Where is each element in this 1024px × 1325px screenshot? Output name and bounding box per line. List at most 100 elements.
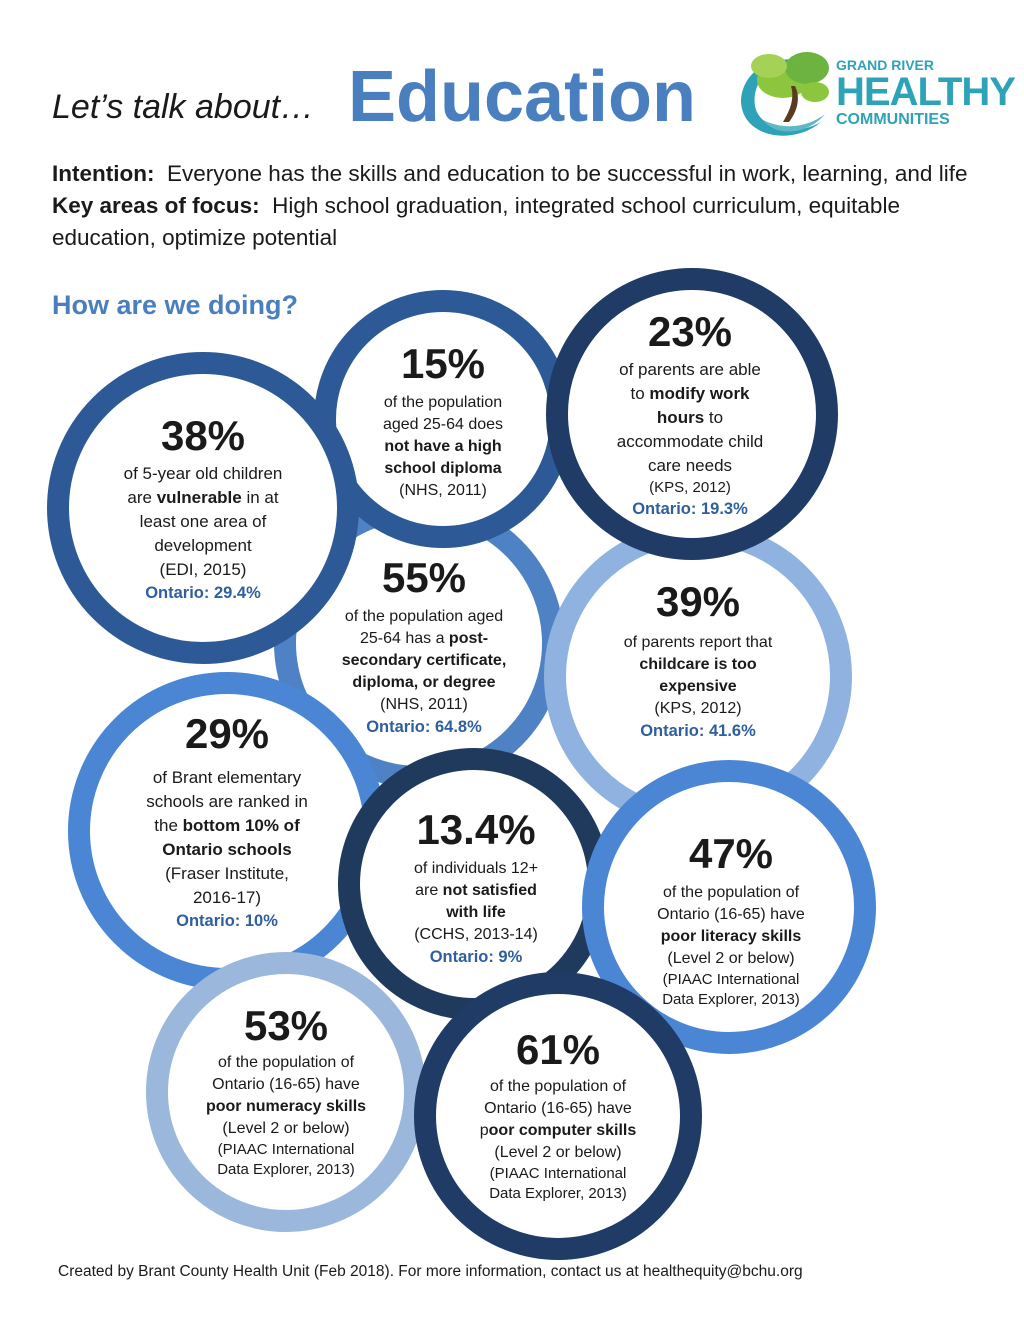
intention-line: Intention: Everyone has the skills and e… [52,158,982,190]
stat-desc-bold: oor computer skills [488,1122,637,1139]
stat-source: 2016-17) [192,888,262,907]
stat-desc-part: in at [241,488,279,507]
stat-desc-part: are [127,488,157,507]
stat-desc: schools are ranked in [146,792,308,811]
stat-source: Data Explorer, 2013) [662,991,800,1008]
stat-value: 23% [647,308,733,355]
intention-text: Everyone has the skills and education to… [167,161,968,186]
stat-desc: 25-64 has a post- [314,628,534,650]
stat-55: 55% of the population aged 25-64 has a p… [314,554,534,738]
stat-desc: are not satisfied [376,880,576,902]
stat-source: (KPS, 2012) [654,700,742,717]
stat-source: Data Explorer, 2013) [217,1161,355,1178]
stat-desc: (Level 2 or below) [494,1144,622,1161]
ontario-value: Ontario: 9% [429,948,523,966]
focus-text: High school graduation, integrated schoo… [52,193,900,250]
stat-desc-bold: not satisfied [442,882,537,899]
stat-61: 61% of the population of Ontario (16-65)… [448,1026,668,1204]
ontario-value: Ontario: 10% [176,912,278,930]
stat-source: (KPS, 2012) [649,479,731,496]
stat-desc: Ontario (16-65) have [484,1100,632,1117]
page-title: Education [348,57,697,137]
stat-value: 39% [655,578,741,625]
stat-value: 13.4% [416,806,536,853]
stat-23: 23% of parents are able to modify work h… [590,308,790,520]
ontario-value: Ontario: 41.6% [640,722,756,740]
stat-desc-part: 25-64 has a [359,630,449,647]
stat-source: (EDI, 2015) [159,560,247,579]
stat-source: (PIAAC International [489,1165,627,1182]
stat-desc-bold: poor numeracy skills [205,1098,367,1115]
intention-label: Intention: [52,161,155,186]
stat-value: 55% [381,554,467,601]
stat-desc-part: to [630,384,650,403]
stat-desc-part: the [154,816,183,835]
stat-desc: Ontario (16-65) have [657,906,805,923]
stat-desc-bold: poor literacy skills [660,928,802,945]
stat-15: 15% of the population aged 25-64 does no… [343,340,543,502]
stat-desc: aged 25-64 does [382,416,504,433]
stat-desc-bold: not have a high [384,438,502,455]
stat-desc-bold: school diploma [384,460,502,477]
stat-39: 39% of parents report that childcare is … [588,578,808,742]
stat-desc: of the population [383,394,503,411]
stat-desc: of the population of [489,1078,627,1095]
stat-desc-bold: expensive [659,678,737,695]
ontario-value: Ontario: 29.4% [145,584,261,602]
stat-desc: accommodate child [616,432,764,451]
stat-desc: of 5-year old children [123,464,283,483]
stat-13-4: 13.4% of individuals 12+ are not satisfi… [376,806,576,968]
stat-38: 38% of 5-year old children are vulnerabl… [93,412,313,604]
section-title: How are we doing? [52,290,299,320]
logo-line-2: HEALTHY [836,70,1016,114]
focus-label: Key areas of focus: [52,193,260,218]
stat-desc: of the population of [662,884,800,901]
stat-value: 29% [184,710,270,757]
stat-value: 47% [688,830,774,877]
logo-line-3: COMMUNITIES [836,111,950,128]
logo-line-1: GRAND RIVER [836,57,935,73]
stat-desc: (Level 2 or below) [667,950,795,967]
stat-desc: of Brant elementary [152,768,302,787]
stat-desc: development [154,536,252,555]
stat-desc: to modify work [590,382,790,406]
stat-desc: care needs [647,456,733,475]
stat-29: 29% of Brant elementary schools are rank… [117,710,337,932]
ontario-value: Ontario: 64.8% [366,718,482,736]
stat-desc-bold: vulnerable [156,488,242,507]
stat-desc: of parents are able [619,360,761,379]
stat-desc: of individuals 12+ [413,860,539,877]
stat-desc-bold: diploma, or degree [352,674,496,691]
stat-desc-part: to [704,408,724,427]
stat-desc-bold: secondary certificate, [341,652,507,669]
intro-text: Intention: Everyone has the skills and e… [52,158,982,254]
logo-wordmark: GRAND RIVER HEALTHY COMMUNITIES [836,57,1016,128]
stat-source: (CCHS, 2013-14) [414,926,538,943]
stat-desc: (Level 2 or below) [222,1120,350,1137]
stat-desc: of the population aged [344,608,504,625]
stat-desc: of the population of [217,1054,355,1071]
stat-desc-bold: with life [446,904,506,921]
stat-value: 53% [243,1002,329,1049]
stat-desc: are vulnerable in at [93,486,313,510]
grand-river-logo [733,42,993,142]
stat-source: (PIAAC International [217,1141,355,1158]
stat-source: (NHS, 2011) [399,482,487,499]
focus-line: Key areas of focus: High school graduati… [52,190,982,254]
stat-source: Data Explorer, 2013) [489,1185,627,1202]
stat-source: (PIAAC International [662,971,800,988]
ontario-value: Ontario: 19.3% [632,500,748,518]
stat-desc-bold: hours [656,408,705,427]
header-prefix: Let’s talk about… [52,88,315,126]
stat-value: 15% [400,340,486,387]
stat-desc: of parents report that [623,634,773,651]
stat-desc: least one area of [139,512,267,531]
stat-desc-bold: modify work [649,384,750,403]
stat-desc-bold: childcare is too [639,656,757,673]
stat-desc-part: p [479,1122,489,1139]
tree-logo-icon [741,52,829,136]
footer-credit: Created by Brant County Health Unit (Feb… [58,1263,803,1280]
stat-desc: poor computer skills [448,1120,668,1142]
stat-source: (Fraser Institute, [165,864,289,883]
stat-source: (NHS, 2011) [380,696,468,713]
